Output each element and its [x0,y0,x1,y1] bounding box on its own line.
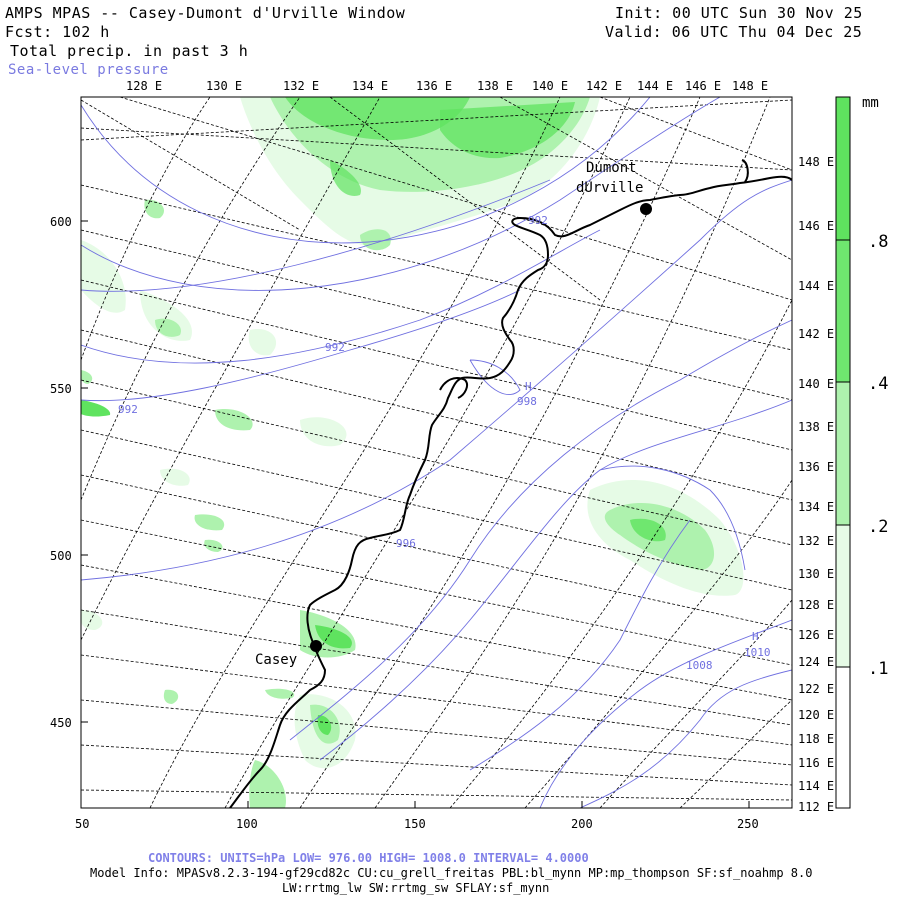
right-lon-label: 148 E [798,155,834,169]
right-lon-label: 144 E [798,279,834,293]
colorbar-segment-high [836,97,850,240]
isobar-label: 996 [396,537,416,550]
isobar-label: 992 [528,214,548,227]
init-time: Init: 00 UTC Sun 30 Nov 25 [615,4,863,22]
bottom-axis-label: 150 [404,817,426,831]
left-axis-label: 500 [50,549,72,563]
colorbar-segment-mid [836,382,850,525]
right-lon-label: 138 E [798,420,834,434]
coastline [229,159,792,808]
field-name: Total precip. in past 3 h [10,42,249,60]
casey-station-marker [310,640,322,652]
bottom-axis: 50 100 150 200 250 [75,801,759,831]
model-info: Model Info: MPASv8.2.3-194-gf29cd82c CU:… [90,866,813,880]
right-lon-label: 146 E [798,219,834,233]
top-lon-label: 148 E [732,79,768,93]
right-lon-label: 118 E [798,732,834,746]
left-axis-label: 550 [50,382,72,396]
valid-time: Valid: 06 UTC Thu 04 Dec 25 [605,23,863,41]
bottom-axis-label: 200 [571,817,593,831]
isobar-label: 992 [325,341,345,354]
stations: Casey Dumont dUrville [255,160,652,668]
pressure-center-h: H [525,380,532,393]
top-lon-label: 130 E [206,79,242,93]
right-lon-axis: 148 E 146 E 144 E 142 E 140 E 138 E 136 … [798,155,834,814]
top-lon-label: 146 E [685,79,721,93]
colorbar-segment-none [836,667,850,808]
colorbar-segment-high2 [836,240,850,382]
isobar-label: 998 [517,395,537,408]
right-lon-label: 134 E [798,500,834,514]
left-axis-label: 600 [50,215,72,229]
colorbar-tick: .4 [868,374,888,394]
colorbar-tick: .1 [868,659,888,679]
forecast-hour: Fcst: 102 h [5,23,110,41]
isobar-label: 1010 [744,646,771,659]
map-title: AMPS MPAS -- Casey-Dumont d'Urville Wind… [5,4,406,22]
top-lon-label: 142 E [586,79,622,93]
top-lon-axis: 128 E 130 E 132 E 134 E 136 E 138 E 140 … [126,79,768,93]
right-lon-label: 132 E [798,534,834,548]
model-info-line2: LW:rrtmg_lw SW:rrtmg_sw SFLAY:sf_mynn [282,881,550,895]
dumont-label-line1: Dumont [586,160,637,176]
right-lon-label: 126 E [798,628,834,642]
right-lon-label: 116 E [798,756,834,770]
bottom-axis-label: 250 [737,817,759,831]
top-lon-label: 140 E [532,79,568,93]
left-axis-label: 450 [50,716,72,730]
pressure-center-h: H [752,630,759,643]
map-frame [80,96,793,809]
right-lon-label: 122 E [798,682,834,696]
bottom-axis-label: 100 [236,817,258,831]
bottom-axis-label: 50 [75,817,89,831]
colorbar: mm .8 .4 .2 .1 [835,95,888,809]
isobar-label: 1008 [686,659,713,672]
graticule [81,97,792,808]
left-axis: 600 550 500 450 [50,215,88,730]
right-lon-label: 112 E [798,800,834,814]
isobar-label: 992 [118,403,138,416]
right-lon-label: 140 E [798,377,834,391]
top-lon-label: 128 E [126,79,162,93]
right-lon-label: 142 E [798,327,834,341]
right-lon-label: 130 E [798,567,834,581]
right-lon-label: 114 E [798,779,834,793]
right-lon-label: 136 E [798,460,834,474]
casey-label: Casey [255,652,297,668]
colorbar-segment-low [836,525,850,667]
top-lon-label: 136 E [416,79,452,93]
colorbar-tick: .2 [868,517,888,537]
colorbar-tick: .8 [868,232,888,252]
dumont-label-line2: dUrville [576,180,643,196]
isobars [81,97,792,808]
top-lon-label: 144 E [637,79,673,93]
colorbar-unit: mm [862,95,879,111]
right-lon-label: 124 E [798,655,834,669]
overlay-name: Sea-level pressure [8,62,169,78]
precip-shading [81,97,744,808]
contour-info: CONTOURS: UNITS=hPa LOW= 976.00 HIGH= 10… [148,851,589,865]
top-lon-label: 138 E [477,79,513,93]
dumont-station-marker [640,203,652,215]
right-lon-label: 120 E [798,708,834,722]
top-lon-label: 134 E [352,79,388,93]
right-lon-label: 128 E [798,598,834,612]
isobar-labels: 992 992 992 996 1008 1010 998 H H [118,214,771,672]
top-lon-label: 132 E [283,79,319,93]
